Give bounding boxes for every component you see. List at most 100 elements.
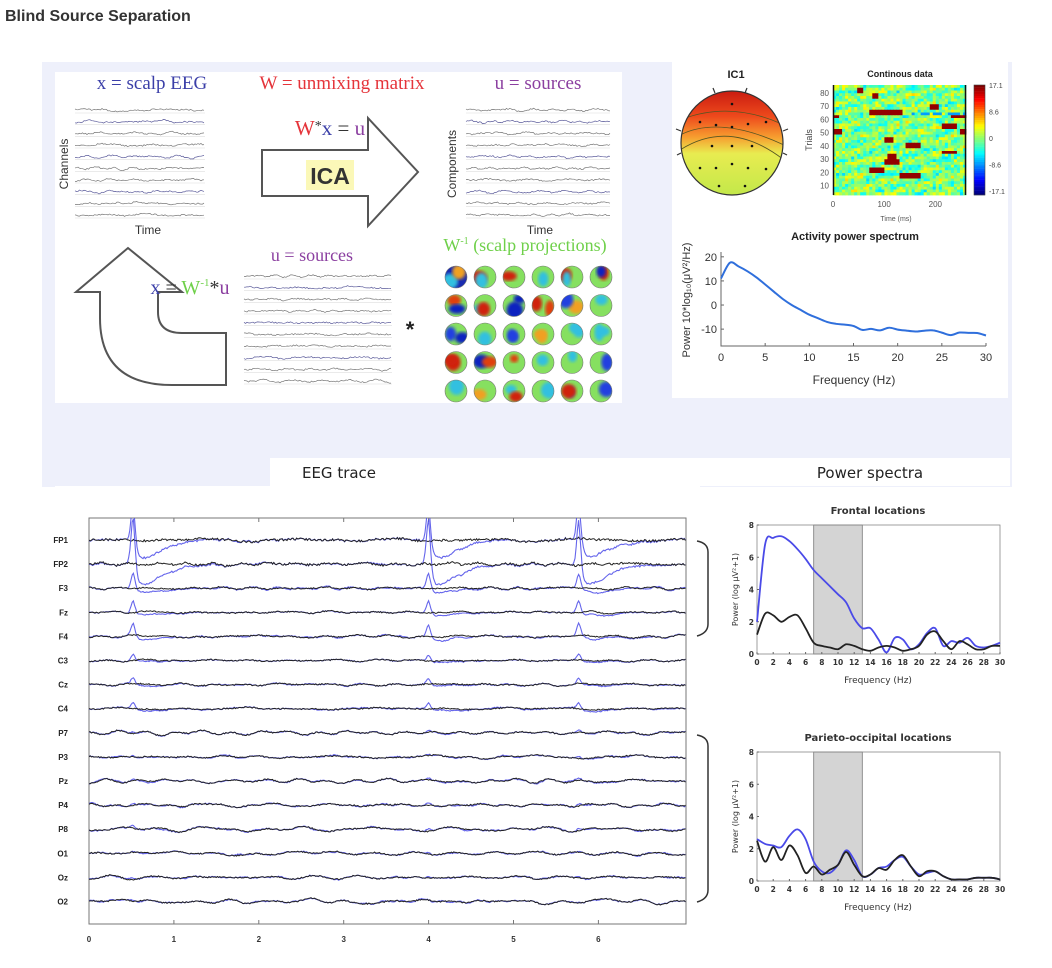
heatmap-cell: [848, 131, 852, 135]
colorbar-segment: [974, 177, 985, 180]
heatmap-cell: [902, 85, 906, 89]
heatmap-cell: [947, 178, 952, 182]
heatmap-cell: [950, 151, 955, 155]
heatmap-cell: [836, 109, 840, 113]
heatmap-cell: [845, 112, 849, 116]
heatmap-cell: [857, 126, 861, 130]
heatmap-cell: [929, 140, 934, 144]
heatmap-cell: [878, 178, 882, 182]
scalp-map-icon: [502, 322, 526, 346]
heatmap-cell: [926, 126, 931, 130]
heatmap-cell: [932, 101, 937, 105]
x-tick-label: 8: [819, 658, 824, 667]
heatmap-cell: [857, 140, 861, 144]
heatmap-cell: [878, 131, 882, 135]
heatmap-cell: [839, 189, 843, 193]
heatmap-cell: [845, 104, 849, 108]
colorbar-segment: [974, 120, 985, 123]
heatmap-cell: [869, 156, 873, 160]
heatmap-cell: [842, 137, 846, 141]
heatmap-cell: [932, 175, 937, 179]
heatmap-cell: [923, 159, 928, 163]
heatmap-cell: [914, 131, 919, 135]
heatmap-cell: [941, 175, 946, 179]
heatmap-cell: [941, 170, 946, 174]
heatmap-cell: [869, 189, 873, 193]
scalp-blob: [448, 304, 466, 314]
colorbar-segment: [974, 153, 985, 156]
heatmap-cell: [854, 148, 858, 152]
heatmap-cell: [869, 184, 873, 188]
heatmap-cell: [923, 126, 928, 130]
heatmap-cell: [869, 93, 873, 97]
scalp-outline: [444, 265, 468, 289]
x-tick-label: 22: [930, 658, 940, 667]
heatmap-cell: [920, 96, 925, 100]
heatmap-cell: [950, 170, 955, 174]
colorbar-segment: [974, 85, 985, 88]
heatmap-cell: [890, 159, 894, 163]
heatmap-cell: [926, 112, 931, 116]
heatmap-cell: [920, 137, 925, 141]
heatmap-cell: [959, 186, 964, 190]
heatmap-cell: [878, 181, 882, 185]
heatmap-cell: [869, 107, 873, 111]
heatmap-cell: [887, 142, 891, 146]
heatmap-cell: [857, 129, 861, 133]
heatmap-cell: [884, 126, 888, 130]
heatmap-cell: [887, 175, 891, 179]
heatmap-cell: [920, 153, 925, 157]
heatmap-cell: [950, 115, 955, 119]
heatmap-cell: [929, 145, 934, 149]
trace-line: [465, 143, 611, 148]
heatmap-cell: [920, 148, 925, 152]
heatmap-cell: [893, 87, 897, 91]
heatmap-cell: [962, 173, 967, 177]
heatmap-cell: [914, 109, 919, 113]
heatmap-cell: [911, 134, 916, 138]
colorbar-segment: [974, 188, 985, 191]
heatmap-cell: [911, 129, 916, 133]
heatmap-cell: [923, 142, 928, 146]
heatmap-cell: [962, 101, 967, 105]
heatmap-cell: [875, 118, 879, 122]
heatmap-cell: [911, 90, 916, 94]
heatmap-cell: [890, 96, 894, 100]
heatmap-cell: [956, 98, 961, 102]
heatmap-cell: [950, 112, 955, 116]
heatmap-cell: [884, 167, 888, 171]
heatmap-cell: [908, 87, 912, 91]
heatmap-cell: [884, 173, 888, 177]
heatmap-cell: [854, 101, 858, 105]
heatmap-cell: [848, 142, 852, 146]
heatmap-cell: [893, 120, 897, 124]
heatmap-cell: [893, 104, 897, 108]
x-tick-label: 24: [946, 658, 956, 667]
trials-tick-label: 10: [820, 182, 829, 191]
ica-label: ICA: [310, 163, 350, 189]
heatmap-cell: [935, 167, 940, 171]
heatmap-cell: [893, 129, 897, 133]
heatmap-cell: [884, 148, 888, 152]
heatmap-cell: [914, 173, 919, 177]
heatmap-cell: [842, 167, 846, 171]
heatmap-cell: [959, 192, 964, 196]
heatmap-cell: [836, 112, 840, 116]
heatmap-cell: [917, 140, 922, 144]
components-axis-label: Components: [445, 130, 459, 198]
scalp-blob: [506, 301, 523, 317]
scalp-map-fill: [445, 380, 467, 402]
heatmap-cell: [953, 87, 958, 91]
scalp-projection-maps: [444, 265, 613, 403]
heatmap-cell: [908, 131, 912, 135]
heatmap-cell: [947, 173, 952, 177]
heatmap-cell: [956, 134, 961, 138]
activity-power-spectrum-chart: Activity power spectrum Frequency (Hz) P…: [681, 231, 992, 387]
heatmap-cell: [911, 140, 916, 144]
heatmap-cell: [911, 184, 916, 188]
heatmap-cell: [860, 109, 864, 113]
colorbar-segment: [974, 113, 985, 116]
colorbar-segment: [974, 184, 985, 187]
heatmap-cell: [848, 96, 852, 100]
heatmap-cell: [956, 107, 961, 111]
